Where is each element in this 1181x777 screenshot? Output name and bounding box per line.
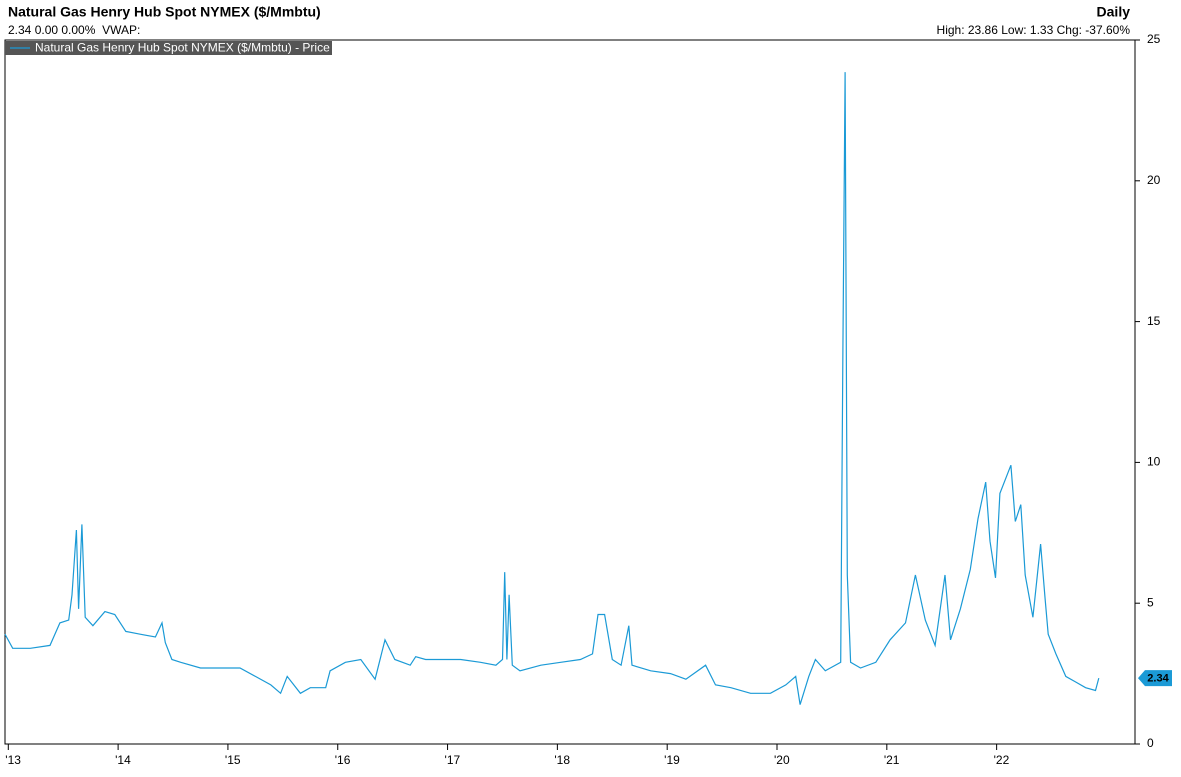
x-tick-label: '14: [115, 753, 131, 767]
legend-box: [5, 41, 332, 55]
y-tick-label: 10: [1147, 455, 1161, 469]
y-tick-label: 20: [1147, 173, 1161, 187]
x-tick-label: '22: [994, 753, 1010, 767]
legend-label: Natural Gas Henry Hub Spot NYMEX ($/Mmbt…: [35, 41, 330, 55]
x-tick-label: '21: [884, 753, 900, 767]
last-value-tag: [1138, 670, 1172, 687]
last-value-label: 2.34: [1147, 673, 1169, 685]
quote: 2.34 0.00 0.00% VWAP:: [8, 23, 140, 37]
x-tick-label: '18: [554, 753, 570, 767]
price-line: [4, 72, 1100, 705]
y-tick-label: 15: [1147, 314, 1161, 328]
chart-title: Natural Gas Henry Hub Spot NYMEX ($/Mmbt…: [8, 4, 321, 20]
stats: High: 23.86 Low: 1.33 Chg: -37.60%: [937, 23, 1131, 37]
x-tick-label: '13: [5, 753, 21, 767]
plot-frame: [4, 39, 1136, 745]
y-tick-label: 0: [1147, 736, 1154, 750]
frequency: Daily: [1097, 4, 1131, 20]
y-tick-label: 25: [1147, 32, 1161, 46]
x-tick-label: '17: [445, 753, 461, 767]
x-tick-label: '19: [664, 753, 680, 767]
x-tick-label: '20: [774, 753, 790, 767]
y-tick-label: 5: [1147, 595, 1154, 609]
x-tick-label: '16: [335, 753, 351, 767]
x-tick-label: '15: [225, 753, 241, 767]
